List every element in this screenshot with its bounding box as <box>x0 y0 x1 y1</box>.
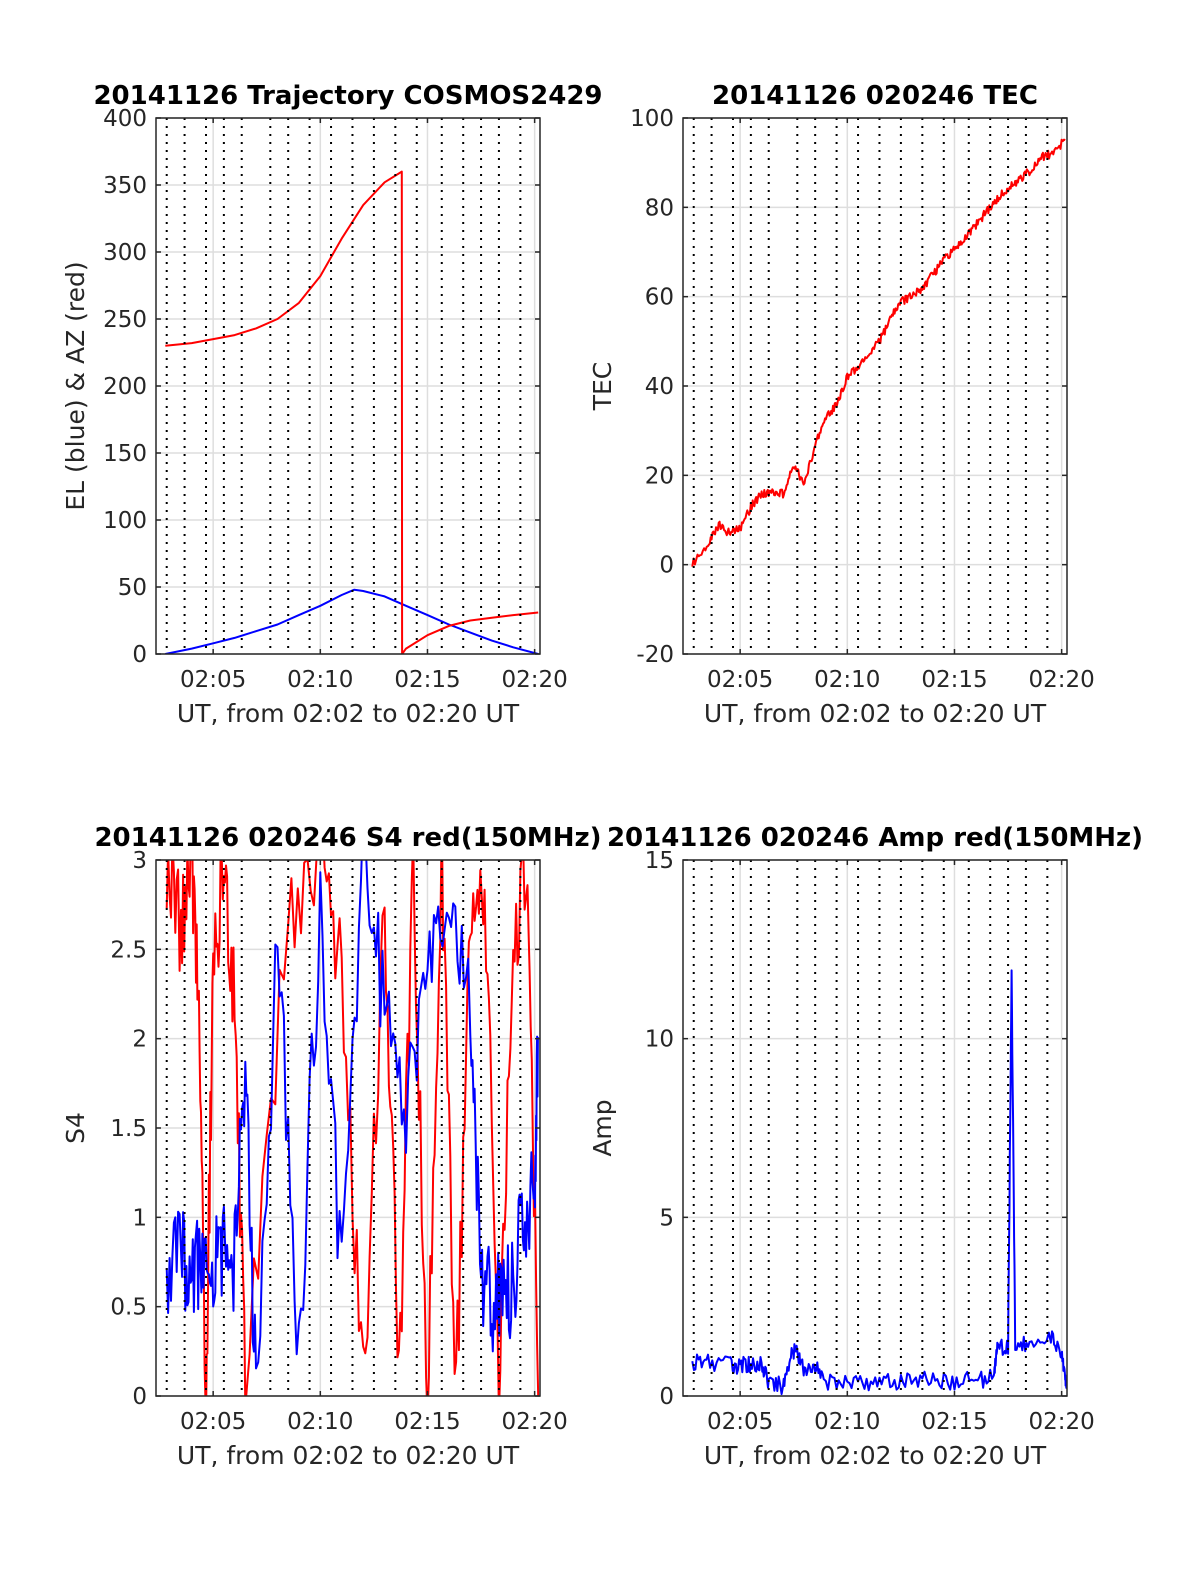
y-tick-label: 2.5 <box>110 937 147 963</box>
chart-title: 20141126 020246 TEC <box>712 81 1038 111</box>
y-tick-label: 3 <box>132 848 147 874</box>
y-tick-label: 80 <box>645 195 674 221</box>
chart-panel-3: 0 0.5 1 1.5 2 2.5 3 02:05 02:10 02:15 02:20 2014112… <box>61 823 602 1470</box>
y-tick-label: 10 <box>645 1027 674 1053</box>
x-tick-label: 02:05 <box>180 667 246 693</box>
x-tick-label: 02:15 <box>394 667 460 693</box>
x-tick-label: 02:20 <box>501 667 567 693</box>
x-tick-label: 02:10 <box>287 667 353 693</box>
y-tick-label: 2 <box>132 1027 147 1053</box>
x-axis-label: UT, from 02:02 to 02:20 UT <box>177 1441 520 1470</box>
chart-title: 20141126 020246 S4 red(150MHz) <box>94 823 601 853</box>
y-tick-label: 0 <box>659 1384 674 1410</box>
y-tick-label: 100 <box>103 508 147 534</box>
series-line-tec <box>691 138 1066 567</box>
x-tick-label: 02:05 <box>707 1409 773 1435</box>
series-line-blue-400mhz- <box>165 860 540 1370</box>
x-tick-label: 02:15 <box>921 1409 987 1435</box>
plot-area <box>683 860 1067 1396</box>
chart-title: 20141126 020246 Amp red(150MHz) <box>607 823 1143 853</box>
y-axis-label: Amp <box>588 1099 617 1156</box>
y-tick-label: 0 <box>132 642 147 668</box>
x-tick-label: 02:10 <box>287 1409 353 1435</box>
y-tick-label: 0 <box>132 1384 147 1410</box>
y-tick-label: 300 <box>103 240 147 266</box>
chart-panel-4: 0 5 10 15 02:05 02:10 02:15 02:20 20141126 02024… <box>588 823 1143 1470</box>
series-line-red-150mhz- <box>165 860 540 1396</box>
y-tick-label: 200 <box>103 374 147 400</box>
x-axis-label: UT, from 02:02 to 02:20 UT <box>177 699 520 728</box>
x-axis-label: UT, from 02:02 to 02:20 UT <box>704 1441 1047 1470</box>
y-axis-label: EL (blue) & AZ (red) <box>61 261 90 510</box>
x-tick-label: 02:15 <box>921 667 987 693</box>
y-tick-label: 50 <box>118 575 147 601</box>
x-tick-label: 02:20 <box>1028 1409 1094 1435</box>
series-line-az <box>165 170 539 654</box>
axes-box <box>682 859 1068 1397</box>
chart-title: 20141126 Trajectory COSMOS2429 <box>93 81 602 111</box>
x-tick-label: 02:20 <box>501 1409 567 1435</box>
chart-panel-1: 0 50 100 150 200 250 300 350 400 02:05 02:10 02:15 0… <box>61 81 603 728</box>
x-tick-label: 02:20 <box>1028 667 1094 693</box>
y-tick-label: 150 <box>103 441 147 467</box>
y-tick-label: 250 <box>103 307 147 333</box>
x-tick-label: 02:05 <box>707 667 773 693</box>
y-tick-label: 60 <box>645 285 674 311</box>
x-tick-label: 02:05 <box>180 1409 246 1435</box>
y-tick-label: 15 <box>645 848 674 874</box>
x-tick-label: 02:15 <box>394 1409 460 1435</box>
x-tick-label: 02:10 <box>814 1409 880 1435</box>
y-tick-label: 1 <box>132 1205 147 1231</box>
series-line-el <box>165 588 539 654</box>
y-tick-label: 0 <box>659 553 674 579</box>
chart-panel-2: -20 0 20 40 60 80 100 02:05 02:10 02:15 02:20 20141… <box>588 81 1095 728</box>
series-line-amp <box>691 969 1067 1396</box>
x-axis-label: UT, from 02:02 to 02:20 UT <box>704 699 1047 728</box>
y-tick-label: 20 <box>645 463 674 489</box>
y-axis-label: S4 <box>61 1112 90 1144</box>
y-tick-label: 1.5 <box>110 1116 147 1142</box>
x-tick-label: 02:10 <box>814 667 880 693</box>
y-tick-label: 400 <box>103 106 147 132</box>
y-tick-label: -20 <box>636 642 674 668</box>
y-tick-label: 5 <box>659 1205 674 1231</box>
y-tick-label: 100 <box>630 106 674 132</box>
y-tick-label: 0.5 <box>110 1295 147 1321</box>
y-tick-label: 40 <box>645 374 674 400</box>
y-axis-label: TEC <box>588 362 617 412</box>
y-tick-label: 350 <box>103 173 147 199</box>
